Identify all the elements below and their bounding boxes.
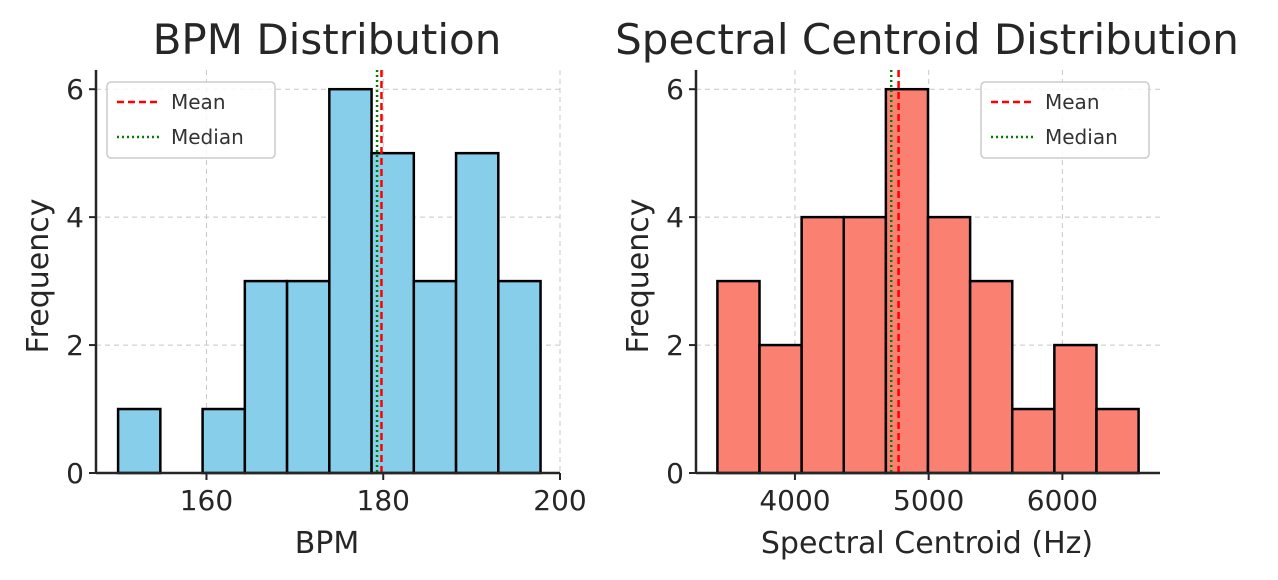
centroid-x-tick-label: 6000 [1027, 484, 1098, 517]
centroid-bar [926, 215, 972, 475]
centroid-bar [1053, 343, 1098, 475]
bpm-legend-box [106, 81, 276, 159]
centroid-bar [842, 215, 888, 475]
bpm-bar [497, 279, 542, 475]
centroid-y-axis-label: Frequency [621, 199, 656, 354]
bpm-y-tick-label: 0 [66, 457, 84, 490]
centroid-x-tick-label: 5000 [893, 484, 964, 517]
bpm-bar [285, 279, 331, 475]
bpm-legend-median-label: Median [171, 125, 244, 149]
centroid-y-tick-label: 4 [666, 201, 684, 234]
bpm-y-tick-label: 4 [66, 201, 84, 234]
centroid-y-tick-label: 2 [666, 329, 684, 362]
bpm-bar [370, 151, 416, 475]
bpm-histogram-panel: 160 180 200 0 2 4 6 Mean Median [66, 70, 587, 517]
centroid-x-axis-label: Spectral Centroid (Hz) [761, 526, 1093, 561]
centroid-bar [884, 87, 930, 475]
centroid-legend-median-label: Median [1045, 125, 1118, 149]
centroid-y-tick-label: 0 [666, 457, 684, 490]
bpm-x-tick-label: 160 [180, 484, 233, 517]
bpm-y-axis-label: Frequency [21, 199, 56, 354]
centroid-histogram-panel: 4000 5000 6000 0 2 4 6 Mean Median [666, 70, 1160, 517]
bpm-bar [243, 279, 289, 475]
centroid-bar [800, 215, 846, 475]
bpm-legend-mean-label: Mean [171, 90, 226, 114]
centroid-y-tick-label: 6 [666, 73, 684, 106]
bpm-x-axis-label: BPM [295, 526, 360, 561]
bpm-x-tick-label: 180 [357, 484, 410, 517]
bpm-x-tick-label: 200 [533, 484, 586, 517]
bpm-bar [454, 151, 500, 475]
centroid-legend-box [980, 81, 1150, 159]
bpm-bar [412, 279, 458, 475]
bpm-chart-title: BPM Distribution [153, 15, 502, 64]
centroid-x-tick-label: 4000 [759, 484, 830, 517]
bpm-bar [116, 407, 162, 475]
centroid-bar [968, 279, 1014, 475]
centroid-bar [716, 279, 761, 475]
bpm-y-tick-label: 2 [66, 329, 84, 362]
centroid-chart-title: Spectral Centroid Distribution [615, 15, 1239, 64]
centroid-bar [1095, 407, 1140, 475]
centroid-bar [1010, 407, 1056, 475]
bpm-bar [201, 407, 247, 475]
centroid-legend-mean-label: Mean [1045, 90, 1100, 114]
bpm-y-tick-label: 6 [66, 73, 84, 106]
bpm-bar [328, 87, 373, 475]
centroid-bar [758, 343, 803, 475]
